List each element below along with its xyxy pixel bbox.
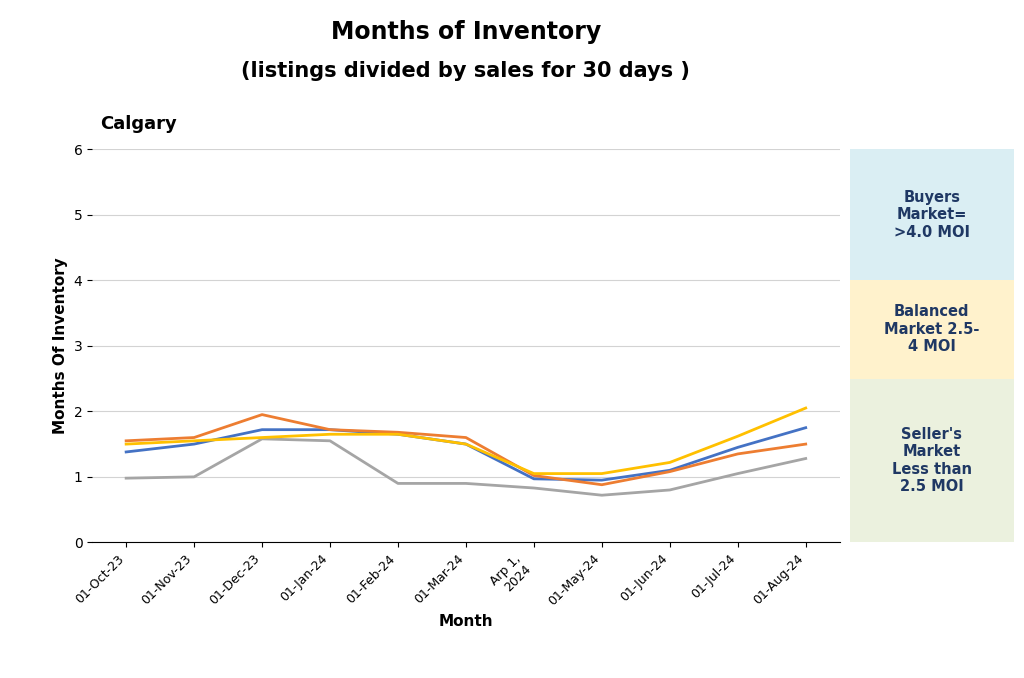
Line: Detached: Detached	[126, 428, 806, 480]
Semi-Detached	[731, 450, 743, 458]
Line: Semi-Detached: Semi-Detached	[126, 415, 806, 485]
Detached	[256, 426, 268, 434]
Semi-Detached	[800, 440, 812, 448]
Detached	[392, 431, 404, 439]
Apartment Condos	[596, 470, 608, 478]
Row - Townhouse	[527, 484, 540, 492]
Detached	[664, 466, 676, 475]
Row - Townhouse	[120, 474, 132, 482]
Text: (listings divided by sales for 30 days ): (listings divided by sales for 30 days )	[242, 61, 690, 81]
Line: Row - Townhouse: Row - Townhouse	[126, 439, 806, 495]
Semi-Detached	[324, 426, 336, 434]
Detached	[800, 424, 812, 432]
Detached	[324, 426, 336, 434]
Detached	[460, 440, 472, 448]
Apartment Condos	[664, 458, 676, 466]
Row - Townhouse	[460, 479, 472, 487]
Row - Townhouse	[324, 437, 336, 445]
Apartment Condos	[120, 440, 132, 448]
Apartment Condos	[731, 432, 743, 440]
Row - Townhouse	[256, 435, 268, 443]
Apartment Condos	[324, 431, 336, 439]
Legend: Detached, Semi-Detached, Row - Townhouse, Apartment Condos: Detached, Semi-Detached, Row - Townhouse…	[151, 675, 781, 678]
Text: Months of Inventory: Months of Inventory	[331, 20, 601, 44]
Row - Townhouse	[731, 470, 743, 478]
Apartment Condos	[527, 470, 540, 478]
Y-axis label: Months Of Inventory: Months Of Inventory	[53, 258, 68, 434]
Semi-Detached	[664, 468, 676, 476]
Row - Townhouse	[596, 491, 608, 499]
Semi-Detached	[527, 471, 540, 479]
Row - Townhouse	[188, 473, 201, 481]
Text: Buyers
Market=
>4.0 MOI: Buyers Market= >4.0 MOI	[894, 190, 970, 239]
Semi-Detached	[256, 411, 268, 419]
Apartment Condos	[800, 404, 812, 412]
Detached	[120, 448, 132, 456]
Row - Townhouse	[392, 479, 404, 487]
Apartment Condos	[188, 437, 201, 445]
Semi-Detached	[460, 433, 472, 441]
X-axis label: Month: Month	[438, 614, 494, 629]
Semi-Detached	[120, 437, 132, 445]
Text: Seller's
Market
Less than
2.5 MOI: Seller's Market Less than 2.5 MOI	[892, 427, 972, 494]
Detached	[527, 475, 540, 483]
Row - Townhouse	[800, 454, 812, 462]
Detached	[731, 443, 743, 452]
Semi-Detached	[392, 428, 404, 437]
Bar	[850, 280, 1014, 378]
Text: Calgary: Calgary	[99, 115, 176, 134]
Semi-Detached	[188, 433, 201, 441]
Line: Apartment Condos: Apartment Condos	[126, 408, 806, 474]
Row - Townhouse	[664, 486, 676, 494]
Detached	[188, 440, 201, 448]
Apartment Condos	[256, 433, 268, 441]
Semi-Detached	[596, 481, 608, 489]
Text: Balanced
Market 2.5-
4 MOI: Balanced Market 2.5- 4 MOI	[884, 304, 980, 355]
Apartment Condos	[392, 431, 404, 439]
Apartment Condos	[460, 440, 472, 448]
Bar	[850, 378, 1014, 542]
Detached	[596, 476, 608, 484]
Bar	[850, 149, 1014, 280]
